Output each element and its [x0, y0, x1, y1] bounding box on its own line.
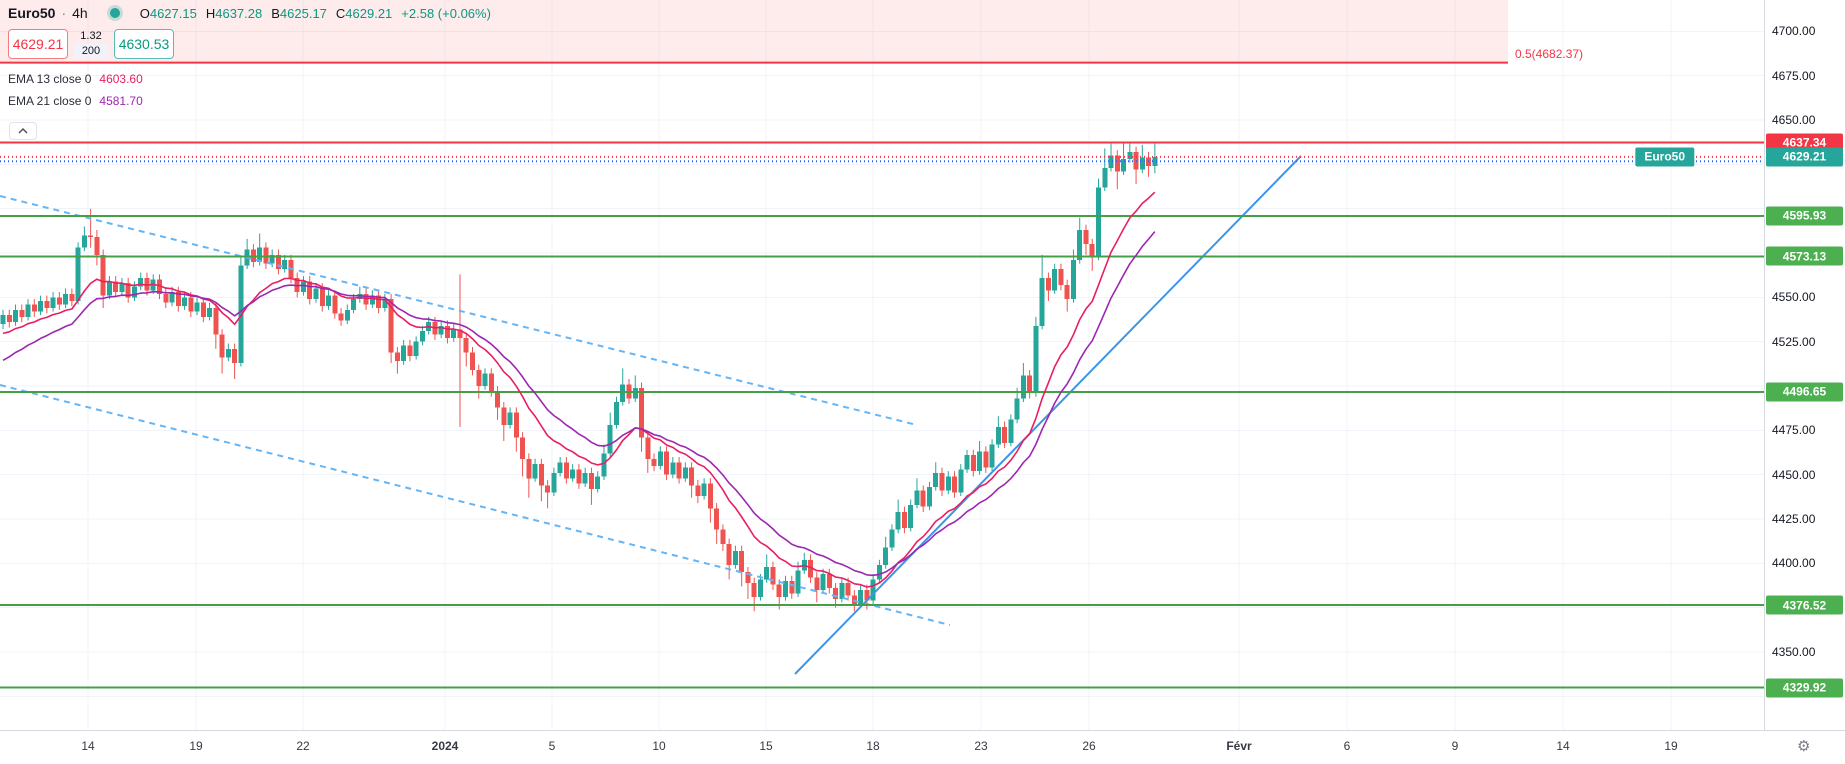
ohlc-item: O4627.15 — [139, 5, 197, 21]
price-badge: 4329.92 — [1766, 678, 1843, 698]
lot-size[interactable]: 200 — [73, 44, 109, 58]
indicator-row[interactable]: EMA 13 close 0 4603.60 — [8, 68, 143, 90]
order-widget: 4629.21 1.32 200 4630.53 — [8, 29, 174, 59]
price-badge: 4629.21 — [1766, 147, 1843, 167]
sell-button[interactable]: 4629.21 — [8, 29, 68, 59]
price-axis[interactable]: 4700.00 4675.00 4650.00 4550.00 4525.00 4475.… — [1764, 0, 1845, 730]
price-badge: 4496.65 — [1766, 382, 1843, 402]
timeframe-label[interactable]: 4h — [72, 5, 88, 21]
time-tick: 15 — [759, 739, 773, 753]
gear-icon[interactable]: ⚙ — [1797, 738, 1811, 755]
price-badge: 4376.52 — [1766, 595, 1843, 615]
change-value: +2.58 (+0.06%) — [401, 5, 491, 21]
price-axis-label: 4450.00 — [1772, 467, 1816, 482]
indicator-row[interactable]: EMA 21 close 0 4581.70 — [8, 90, 143, 112]
ohlc-item: H4637.28 — [205, 5, 263, 21]
indicator-label: EMA 21 close 0 — [8, 94, 92, 108]
candles — [0, 142, 1158, 612]
price-badge: 4573.13 — [1766, 246, 1843, 266]
time-tick: 19 — [1664, 739, 1678, 753]
price-badge: 4595.93 — [1766, 206, 1843, 226]
time-tick: Févr — [1226, 739, 1252, 753]
price-axis-label: 4525.00 — [1772, 334, 1816, 349]
price-level-lines[interactable] — [0, 141, 1764, 689]
indicator-legend: EMA 13 close 0 4603.60 EMA 21 close 0 4581.… — [8, 68, 143, 112]
candlestick-plot[interactable] — [0, 0, 1764, 730]
symbol-name[interactable]: Euro50 — [8, 5, 56, 21]
ema-21-line[interactable] — [2, 231, 1156, 577]
time-tick: 5 — [548, 739, 556, 753]
spread-column: 1.32 200 — [68, 29, 114, 59]
price-axis-label: 4400.00 — [1772, 556, 1816, 571]
price-axis-label: 4650.00 — [1772, 113, 1816, 128]
buy-price: 4630.53 — [118, 36, 170, 52]
indicator-label: EMA 13 close 0 — [8, 72, 92, 86]
time-tick: 2024 — [431, 739, 459, 753]
legend-separator: · — [61, 5, 67, 21]
ohlc-item: C4629.21 — [335, 5, 393, 21]
time-tick: 23 — [974, 739, 988, 753]
price-axis-label: 4675.00 — [1772, 68, 1816, 83]
ohlc-values: O4627.15 H4637.28 B4625.17 C4629.21 — [140, 6, 402, 21]
ohlc-item: B4625.17 — [271, 5, 327, 21]
symbol-legend: Euro50 · 4h O4627.15 H4637.28 B4625.17 C462… — [8, 5, 491, 21]
market-status-icon — [109, 8, 120, 18]
ema-13-line[interactable] — [2, 191, 1156, 588]
symbol-price-tag: Euro50 — [1635, 147, 1694, 167]
spread-value: 1.32 — [80, 30, 102, 42]
collapse-indicators-button[interactable] — [9, 122, 37, 140]
chevron-up-icon — [18, 127, 28, 134]
time-axis[interactable]: ⚙ 14 19 22 2024 5 10 15 18 23 26 Févr 6 9 14 19 — [0, 730, 1845, 764]
fib-zone[interactable] — [0, 0, 1508, 64]
price-axis-label: 4475.00 — [1772, 423, 1816, 438]
time-tick: 18 — [866, 739, 880, 753]
time-tick: 9 — [1451, 739, 1459, 753]
price-badge: 4637.34 — [1766, 133, 1843, 152]
time-tick: 6 — [1343, 739, 1351, 753]
time-tick: 19 — [189, 739, 203, 753]
price-axis-label: 4425.00 — [1772, 512, 1816, 527]
price-axis-label: 4350.00 — [1772, 645, 1816, 660]
buy-button[interactable]: 4630.53 — [114, 29, 174, 59]
gridlines — [0, 0, 1764, 730]
trendlines[interactable] — [0, 155, 1302, 675]
indicator-value: 4603.60 — [99, 72, 143, 86]
sell-price: 4629.21 — [12, 36, 64, 52]
trendline[interactable] — [794, 155, 1302, 675]
price-axis-label: 4550.00 — [1772, 290, 1816, 305]
time-tick: 10 — [652, 739, 666, 753]
indicator-value: 4581.70 — [99, 94, 143, 108]
time-tick: 14 — [81, 739, 95, 753]
time-tick: 22 — [296, 739, 310, 753]
time-tick: 26 — [1082, 739, 1096, 753]
price-axis-label: 4700.00 — [1772, 24, 1816, 39]
fib-level-label[interactable]: 0.5(4682.37) — [1515, 46, 1584, 61]
time-tick: 14 — [1556, 739, 1570, 753]
